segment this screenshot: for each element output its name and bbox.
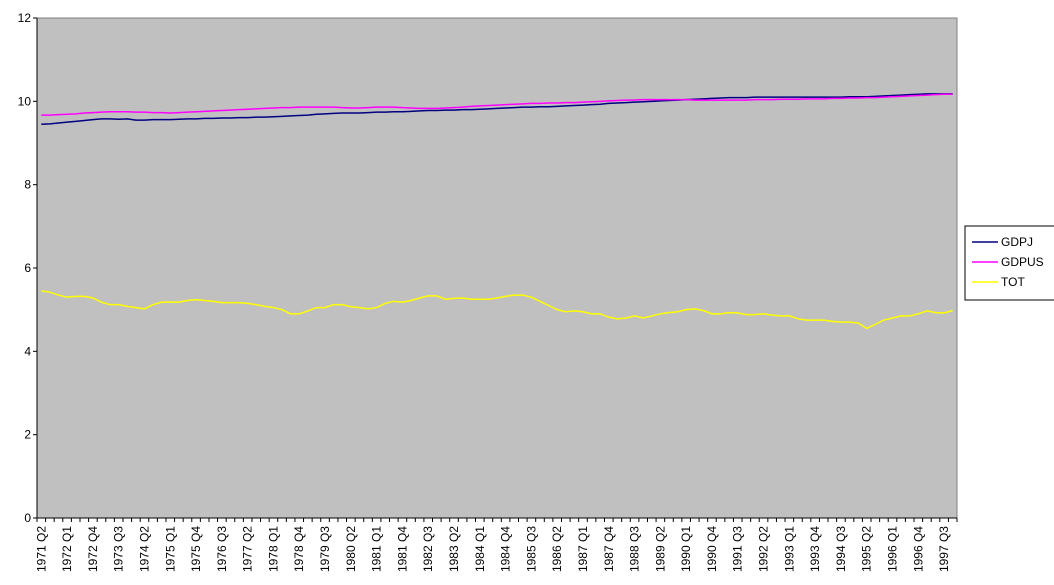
x-tick-label: 1987 Q1 xyxy=(576,526,590,572)
x-axis: 1971 Q2 1972 Q1 1972 Q4 1973 Q3 1974 Q2 1975 … xyxy=(34,517,958,572)
x-tick-label: 1994 Q3 xyxy=(834,526,848,572)
x-tick-label: 1978 Q4 xyxy=(292,526,306,572)
legend-label-tot: TOT xyxy=(1001,275,1025,289)
legend-label-gdpus: GDPUS xyxy=(1001,255,1044,269)
y-axis: 0 2 4 6 8 10 12 xyxy=(18,11,38,525)
y-tick-label: 10 xyxy=(18,94,32,108)
y-tick-label: 0 xyxy=(24,511,31,525)
x-tick-label: 1983 Q2 xyxy=(447,526,461,572)
x-tick-label: 1996 Q1 xyxy=(886,526,900,572)
x-tick-label: 1981 Q1 xyxy=(370,526,384,572)
x-tick-label: 1975 Q4 xyxy=(189,526,203,572)
x-tick-label: 1993 Q1 xyxy=(782,526,796,572)
x-tick-label: 1995 Q2 xyxy=(860,526,874,572)
y-tick-label: 6 xyxy=(24,261,31,275)
legend: GDPJ GDPUS TOT xyxy=(964,225,1054,301)
x-tick-label: 1971 Q2 xyxy=(34,526,48,572)
x-tick-label: 1993 Q4 xyxy=(808,526,822,572)
x-tick-label: 1991 Q3 xyxy=(731,526,745,572)
x-tick-label: 1975 Q1 xyxy=(163,526,177,572)
series-lines xyxy=(41,93,953,330)
legend-label-gdpj: GDPJ xyxy=(1001,235,1033,249)
x-tick-label: 1996 Q4 xyxy=(911,526,925,572)
x-tick-label: 1990 Q1 xyxy=(679,526,693,572)
x-tick-label: 1985 Q3 xyxy=(524,526,538,572)
x-tick-label: 1977 Q2 xyxy=(241,526,255,572)
x-tick-label: 1984 Q4 xyxy=(499,526,513,572)
x-tick-label: 1973 Q3 xyxy=(112,526,126,572)
x-tick-label: 1997 Q3 xyxy=(937,526,951,572)
x-tick-label: 1986 Q2 xyxy=(550,526,564,572)
x-tick-label: 1974 Q2 xyxy=(137,526,151,572)
x-tick-label: 1976 Q3 xyxy=(215,526,229,572)
x-tick-label: 1990 Q4 xyxy=(705,526,719,572)
x-tick-label: 1982 Q3 xyxy=(421,526,435,572)
x-tick-label: 1972 Q1 xyxy=(60,526,74,572)
x-tick-label: 1988 Q3 xyxy=(628,526,642,572)
y-tick-label: 12 xyxy=(18,11,32,25)
x-tick-label: 1979 Q3 xyxy=(318,526,332,572)
x-tick-label: 1972 Q4 xyxy=(86,526,100,572)
x-tick-label: 1984 Q1 xyxy=(473,526,487,572)
x-tick-label: 1989 Q2 xyxy=(653,526,667,572)
y-tick-label: 2 xyxy=(24,428,31,442)
x-tick-label: 1992 Q2 xyxy=(757,526,771,572)
series-line-gdpj xyxy=(41,93,953,125)
y-tick-label: 8 xyxy=(24,178,31,192)
plot-area xyxy=(36,17,958,519)
series-line-gdpus xyxy=(41,93,953,116)
x-tick-label: 1981 Q4 xyxy=(395,526,409,572)
x-tick-label: 1978 Q1 xyxy=(266,526,280,572)
legend-box xyxy=(964,225,1054,301)
y-tick-label: 4 xyxy=(24,344,31,358)
x-tick-label: 1987 Q4 xyxy=(602,526,616,572)
series-line-tot xyxy=(41,290,953,330)
x-tick-label: 1980 Q2 xyxy=(344,526,358,572)
